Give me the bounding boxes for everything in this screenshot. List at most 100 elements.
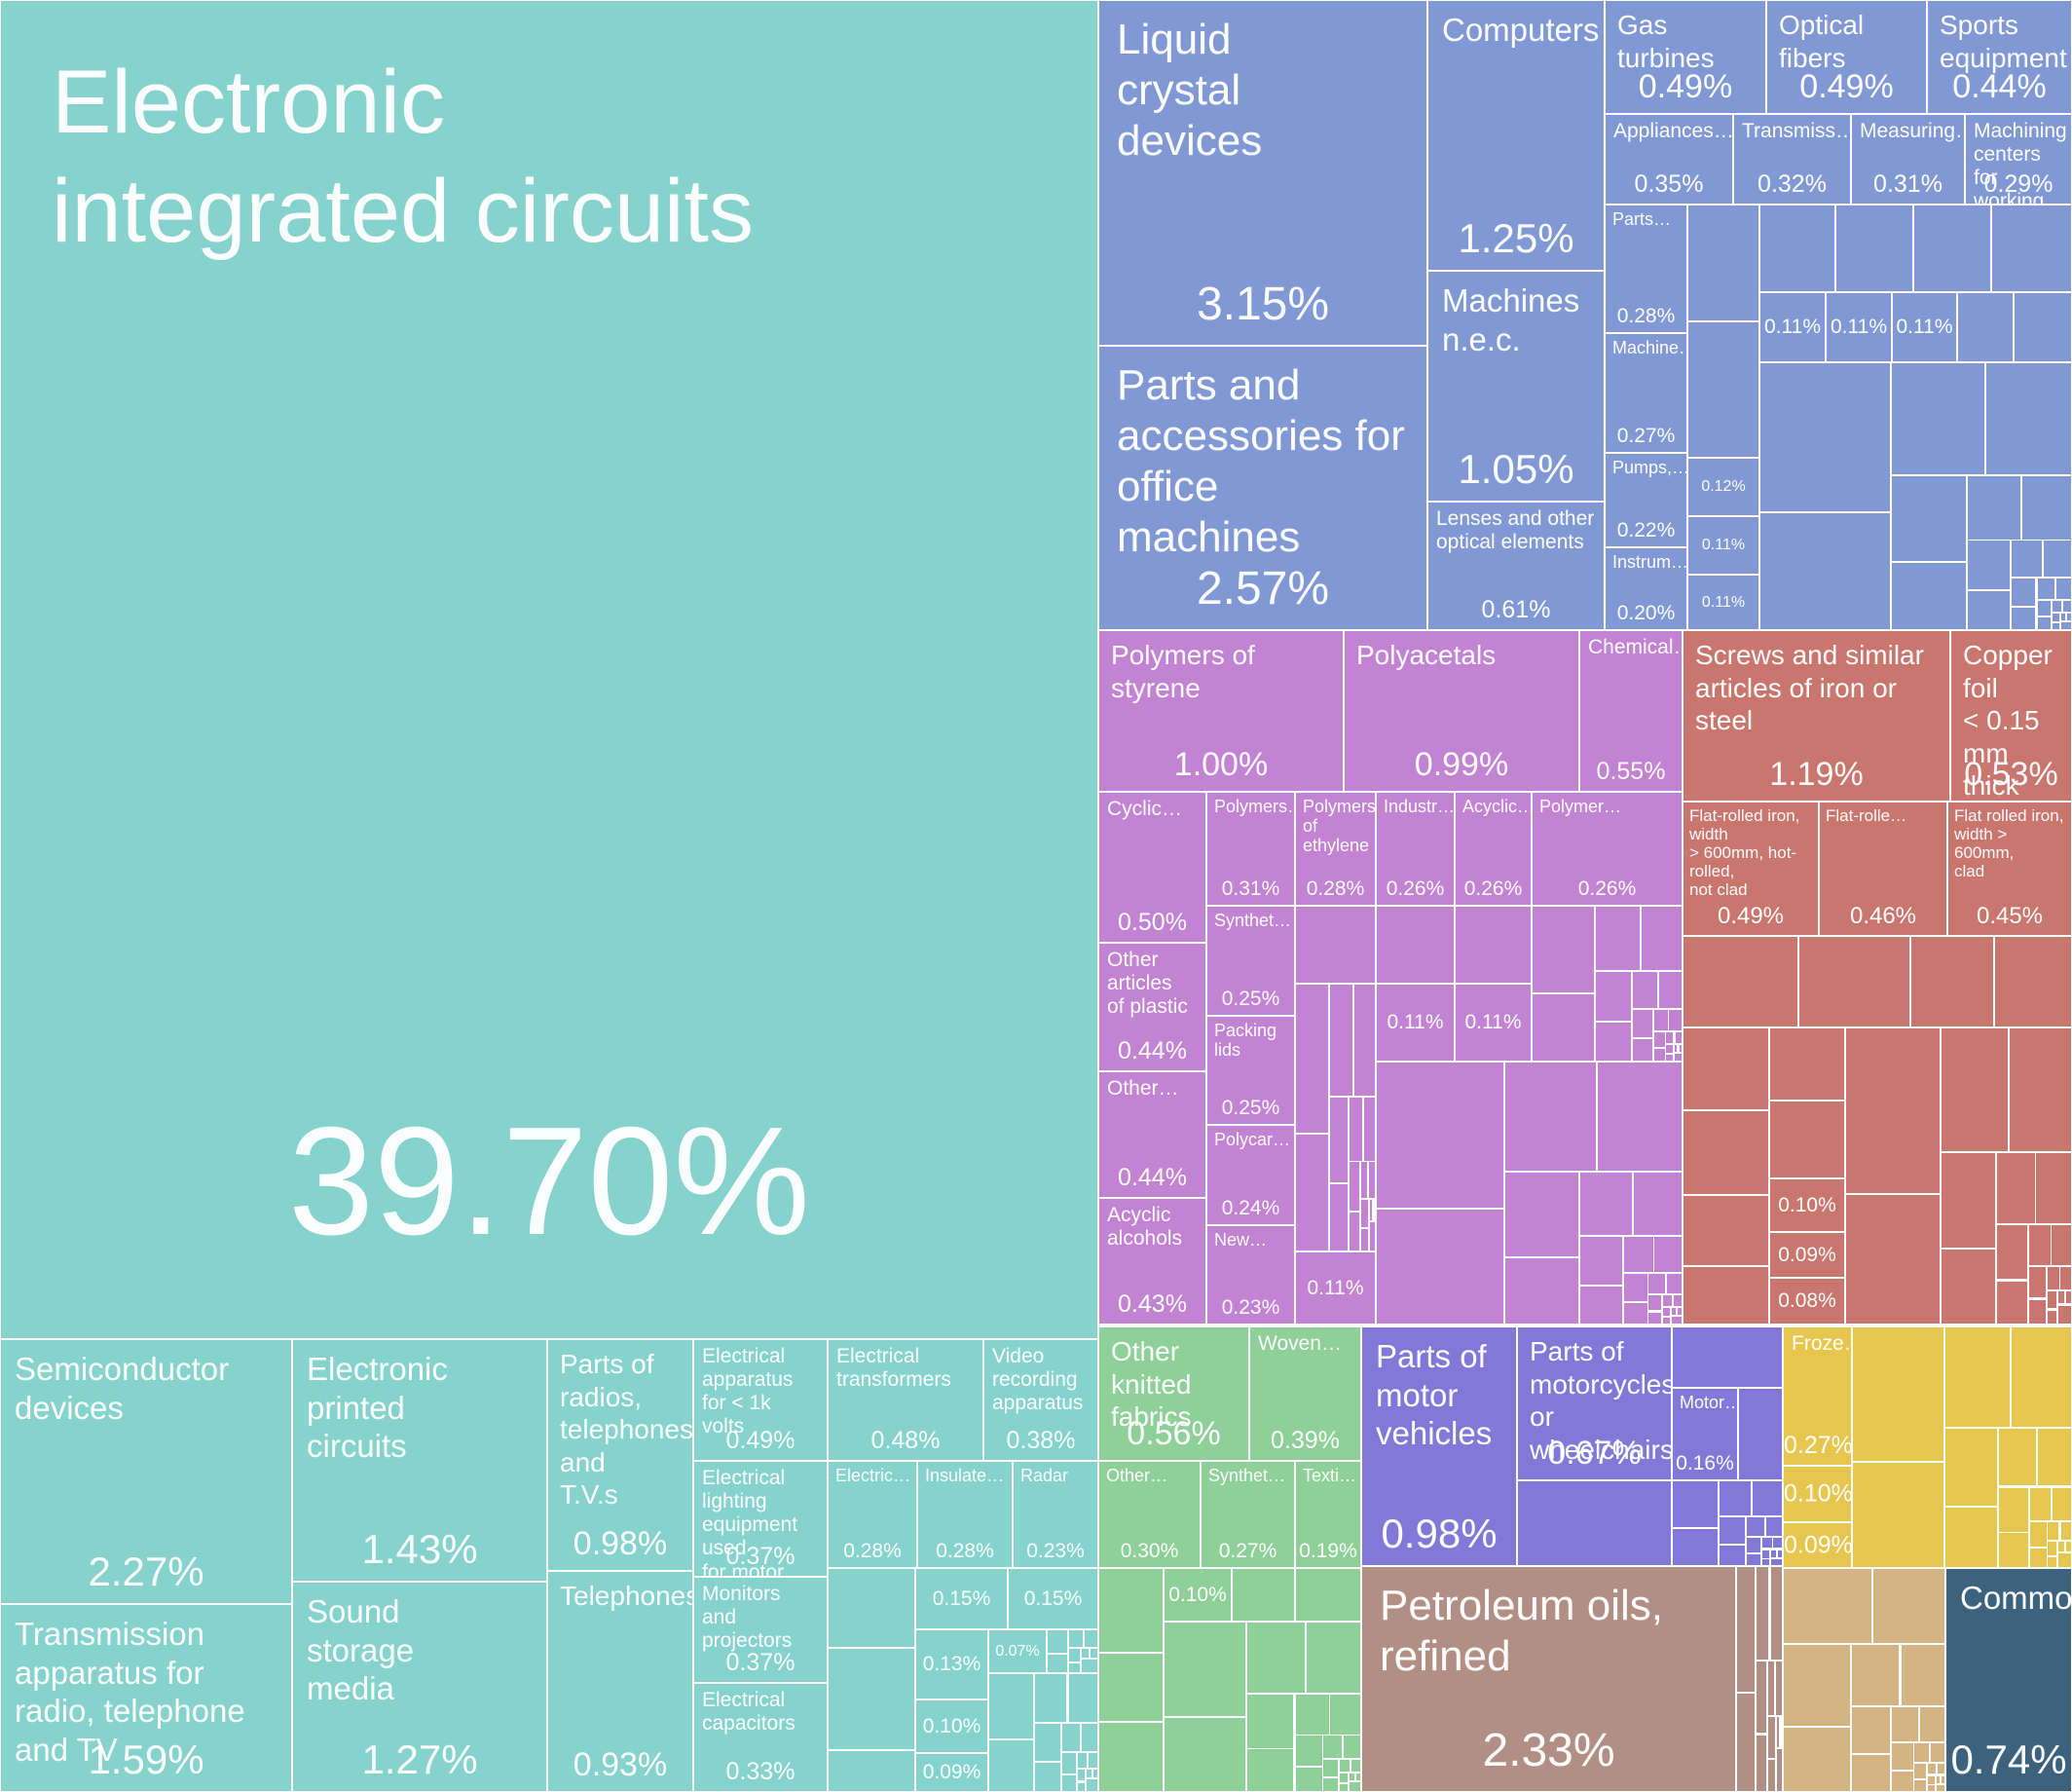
treemap-cell-machine[interactable]: Machine… 0.27%: [1605, 333, 1687, 453]
treemap-cell-parts-and-accessories-for-office-machine[interactable]: Parts and accessories for office machine…: [1098, 346, 1427, 630]
treemap-cell-cell[interactable]: [1736, 1566, 1756, 1693]
treemap-cell-cell[interactable]: [1579, 1172, 1633, 1236]
treemap-cell-cell[interactable]: [1164, 1622, 1246, 1717]
treemap-cell-cell[interactable]: [1985, 362, 2072, 475]
treemap-cell-cell[interactable]: [1077, 1752, 1088, 1769]
treemap-cell-cell[interactable]: [1845, 1027, 1941, 1194]
treemap-cell-cell[interactable]: [2029, 1548, 2048, 1568]
treemap-cell-motor[interactable]: Motor… 0.16%: [1672, 1388, 1738, 1480]
treemap-cell-other[interactable]: Other… 0.44%: [1098, 1071, 1206, 1198]
treemap-cell-cell[interactable]: [2047, 1310, 2057, 1325]
treemap-cell-cell[interactable]: [1246, 1694, 1294, 1749]
treemap-cell-pumps[interactable]: Pumps,… 0.22%: [1605, 453, 1687, 547]
treemap-cell-cell[interactable]: [1329, 984, 1353, 1097]
treemap-cell-cell[interactable]: [1770, 1558, 1783, 1566]
treemap-cell-cell[interactable]: [2029, 1487, 2052, 1521]
treemap-cell-cell[interactable]: [1674, 1053, 1683, 1062]
treemap-cell-cell[interactable]: [1759, 205, 1835, 292]
treemap-cell-cell[interactable]: [1936, 1775, 1941, 1784]
treemap-cell-cell[interactable]: [2028, 1299, 2047, 1325]
treemap-cell-cell[interactable]: [1658, 971, 1683, 1009]
treemap-cell-cell[interactable]: [1322, 1735, 1343, 1759]
treemap-cell-cell[interactable]: [1295, 1694, 1330, 1736]
treemap-cell-cell[interactable]: [1756, 1661, 1767, 1734]
treemap-cell-radar[interactable]: Radar 0.23%: [1013, 1461, 1098, 1568]
treemap-cell-cell[interactable]: [1632, 1038, 1653, 1062]
treemap-cell-cell[interactable]: [1077, 1769, 1086, 1781]
treemap-cell-cell[interactable]: [1891, 1742, 1914, 1771]
treemap-cell-cell[interactable]: [1672, 1326, 1783, 1388]
treemap-cell-cell[interactable]: [1769, 1027, 1845, 1101]
treemap-cell-polyacetals[interactable]: Polyacetals 0.99%: [1344, 630, 1579, 792]
treemap-cell-appliances[interactable]: Appliances… 0.35%: [1605, 114, 1733, 205]
treemap-cell-cell[interactable]: [1674, 1044, 1678, 1053]
treemap-cell-polymers-of-ethylene[interactable]: Polymers of ethylene 0.28%: [1295, 792, 1376, 906]
treemap-cell-cell[interactable]: [1360, 1228, 1369, 1251]
treemap-cell-cell[interactable]: [1647, 1273, 1666, 1294]
treemap-cell-cell[interactable]: [1765, 1516, 1783, 1537]
treemap-cell-cell[interactable]: [1623, 1236, 1654, 1273]
treemap-cell-cell[interactable]: [1891, 562, 1967, 630]
treemap-cell-cell[interactable]: [1944, 1428, 1998, 1507]
treemap-cell-cell[interactable]: [1517, 1480, 1672, 1566]
treemap-cell-cell[interactable]: [2043, 540, 2072, 578]
treemap-cell-cell[interactable]: [1595, 1022, 1632, 1062]
treemap-cell-cell[interactable]: [2057, 1290, 2065, 1304]
treemap-cell-monitors-and-projectors[interactable]: Monitors and projectors 0.37%: [693, 1577, 828, 1683]
treemap-cell-cell[interactable]: [2060, 621, 2072, 630]
treemap-cell-parts-of-radios-telephones-and-t-v-s[interactable]: Parts of radios, telephones, and T.V.s 0.…: [547, 1339, 693, 1571]
treemap-cell-cell[interactable]: [1295, 906, 1376, 984]
treemap-cell-cell[interactable]: [1783, 1568, 1872, 1644]
treemap-cell-0-10[interactable]: 0.10%: [1769, 1178, 1845, 1232]
treemap-cell-cell[interactable]: [1329, 1183, 1349, 1251]
treemap-cell-0-11[interactable]: 0.11%: [1759, 292, 1826, 362]
treemap-cell-cell[interactable]: [1927, 1784, 1936, 1792]
treemap-cell-liquid-crystal-devices[interactable]: Liquid crystal devices 3.15%: [1098, 0, 1427, 346]
treemap-cell-cell[interactable]: [1339, 1783, 1349, 1792]
treemap-cell-cell[interactable]: [1944, 1326, 2011, 1428]
treemap-cell-cell[interactable]: [1776, 1748, 1783, 1792]
treemap-cell-cell[interactable]: [1752, 1480, 1783, 1516]
treemap-cell-cell[interactable]: [1937, 1763, 1945, 1774]
treemap-cell-0-07[interactable]: 0.07%: [988, 1629, 1047, 1673]
treemap-cell-cell[interactable]: [1671, 1307, 1677, 1316]
treemap-cell-cell[interactable]: [1363, 1097, 1376, 1162]
treemap-cell-cell[interactable]: [1349, 1161, 1360, 1212]
treemap-cell-cell[interactable]: [1662, 1317, 1671, 1325]
treemap-cell-lenses-and-other-optical-elements[interactable]: Lenses and other optical elements 0.61%: [1427, 502, 1605, 630]
treemap-cell-cell[interactable]: [2047, 1521, 2059, 1541]
treemap-cell-0-08[interactable]: 0.08%: [1769, 1278, 1845, 1325]
treemap-cell-cell[interactable]: [1295, 1568, 1361, 1622]
treemap-cell-cell[interactable]: [1738, 1388, 1783, 1480]
treemap-cell-cell[interactable]: [1759, 362, 1891, 512]
treemap-cell-cell[interactable]: [1901, 1644, 1945, 1706]
treemap-cell-cell[interactable]: [1944, 1507, 1998, 1568]
treemap-cell-cell[interactable]: [1034, 1723, 1061, 1762]
treemap-cell-cell[interactable]: [1736, 1693, 1756, 1792]
treemap-cell-other-articles-of-plastic[interactable]: Other articles of plastic 0.44%: [1098, 943, 1206, 1071]
treemap-cell-cell[interactable]: [1767, 1759, 1776, 1792]
treemap-cell-cell[interactable]: [1668, 1009, 1683, 1031]
treemap-cell-cell[interactable]: [1665, 1044, 1674, 1054]
treemap-cell-cell[interactable]: [2011, 607, 2036, 630]
treemap-cell-cell[interactable]: [1672, 1528, 1719, 1566]
treemap-cell-cell[interactable]: [1746, 1537, 1761, 1553]
treemap-cell-cell[interactable]: [2037, 1428, 2072, 1486]
treemap-cell-cell[interactable]: [2059, 1266, 2072, 1290]
treemap-cell-cell[interactable]: [2065, 1541, 2072, 1552]
treemap-cell-cell[interactable]: [1672, 1480, 1719, 1528]
treemap-cell-cell[interactable]: [1967, 590, 2011, 630]
treemap-cell-0-09[interactable]: 0.09%: [915, 1753, 988, 1792]
treemap-cell-cell[interactable]: [1783, 1727, 1851, 1792]
treemap-cell-cell[interactable]: [1910, 936, 1994, 1027]
treemap-cell-parts-of-motorcycles-or-wheelchairs[interactable]: Parts of motorcycles or wheelchairs 0.67%: [1517, 1326, 1672, 1480]
treemap-cell-cell[interactable]: [1597, 1062, 1683, 1172]
treemap-cell-cell[interactable]: [1061, 1723, 1081, 1752]
treemap-cell-cell[interactable]: [1671, 1316, 1683, 1325]
treemap-cell-cell[interactable]: [1360, 1161, 1368, 1199]
treemap-cell-cell[interactable]: [1349, 1781, 1361, 1792]
treemap-cell-copper-foil-0-15-mm-thick[interactable]: Copper foil < 0.15 mm thick 0.53%: [1950, 630, 2072, 802]
treemap-cell-cell[interactable]: [1957, 292, 2014, 362]
treemap-cell-machining-centers-for-working[interactable]: Machining centers for working… 0.29%: [1965, 114, 2072, 205]
treemap-cell-cell[interactable]: [1746, 1516, 1765, 1537]
